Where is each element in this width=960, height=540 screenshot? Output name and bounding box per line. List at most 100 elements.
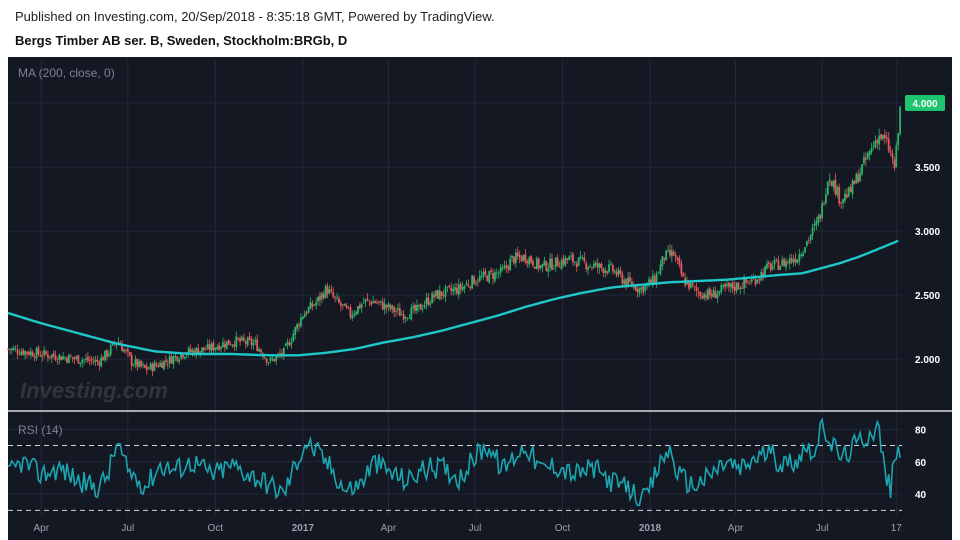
candle-body (164, 360, 167, 362)
candle-body (716, 294, 719, 299)
candle-body (499, 267, 502, 273)
candle-body (400, 314, 403, 316)
candle-body (661, 256, 664, 266)
candle-body (123, 349, 125, 352)
candle-body (153, 362, 156, 372)
candle-body (513, 256, 515, 264)
candle-body (650, 279, 652, 284)
candle-body (372, 301, 375, 304)
candle-body (701, 296, 704, 299)
candle-body (726, 284, 728, 286)
candle-body (136, 359, 139, 368)
candle-body (225, 341, 228, 349)
candle-body (880, 134, 882, 140)
candle-body (214, 347, 217, 350)
candle-body (193, 350, 196, 356)
candle-body (317, 296, 319, 302)
candle-body (220, 346, 222, 349)
candle-body (864, 157, 867, 160)
candle-body (530, 256, 532, 263)
candle-body (9, 348, 11, 350)
candle-body (86, 356, 89, 361)
candle-body (594, 262, 597, 266)
candle-body (663, 257, 666, 260)
candle-body (482, 271, 485, 277)
candle-body (516, 252, 519, 257)
candle-body (638, 287, 641, 294)
candle-body (859, 173, 862, 182)
candle-body (147, 368, 150, 370)
x-tick-label: Oct (555, 523, 571, 534)
candle-body (720, 285, 723, 292)
candle-body (360, 304, 363, 308)
candle-body (52, 353, 55, 357)
candle-body (286, 341, 289, 345)
candle-body (43, 349, 46, 356)
candle-body (355, 312, 357, 315)
candle-body (851, 180, 854, 195)
candle-body (743, 278, 746, 289)
candle-body (669, 249, 671, 256)
candle-body (132, 365, 135, 366)
candle-body (271, 358, 274, 360)
candle-body (573, 261, 576, 263)
candle-body (366, 298, 369, 300)
candle-body (241, 336, 243, 341)
candle-body (878, 135, 881, 145)
candle-body (522, 254, 525, 261)
candle-body (767, 262, 770, 264)
candle-body (465, 283, 468, 286)
candle-body (47, 354, 49, 358)
candle-body (608, 264, 610, 273)
candle-body (752, 278, 755, 280)
ma-legend: MA (200, close, 0) (18, 66, 115, 80)
candle-body (653, 276, 656, 284)
candle-body (775, 259, 778, 261)
candle-body (600, 264, 603, 268)
candle-body (83, 359, 85, 361)
candle-body (300, 317, 302, 327)
candle-body (547, 268, 550, 272)
candle-body (855, 174, 858, 184)
candle-body (568, 256, 571, 261)
candle-body (480, 275, 483, 277)
candle-body (387, 303, 390, 307)
candle-body (364, 299, 367, 303)
candle-body (408, 318, 411, 319)
candle-body (345, 305, 348, 308)
candle-body (421, 308, 424, 310)
candle-body (520, 256, 523, 262)
x-tick-label: 2017 (292, 523, 315, 534)
candle-body (785, 261, 787, 268)
candle-body (227, 339, 230, 345)
candle-body (838, 187, 841, 204)
candle-body (583, 257, 586, 262)
candle-body (551, 258, 553, 270)
candle-body (98, 361, 101, 366)
candle-body (54, 355, 57, 360)
candle-body (655, 273, 658, 285)
candle-body (206, 343, 209, 350)
candle-body (41, 355, 44, 357)
candle-body (777, 260, 780, 270)
candle-body (604, 270, 607, 273)
candle-body (883, 134, 886, 138)
candle-body (707, 289, 709, 300)
candle-body (379, 300, 382, 302)
candle-body (579, 256, 582, 259)
candle-body (166, 363, 169, 365)
candle-body (857, 173, 860, 183)
candle-body (303, 313, 306, 318)
candle-body (45, 351, 47, 355)
candle-body (431, 293, 434, 304)
candle-body (450, 287, 453, 291)
candle-body (163, 360, 165, 370)
candle-body (885, 137, 888, 139)
candle-body (385, 305, 388, 308)
candle-body (484, 270, 487, 275)
candle-body (764, 266, 766, 276)
candle-body (419, 303, 422, 310)
candle-body (802, 253, 804, 256)
candle-body (581, 257, 584, 259)
